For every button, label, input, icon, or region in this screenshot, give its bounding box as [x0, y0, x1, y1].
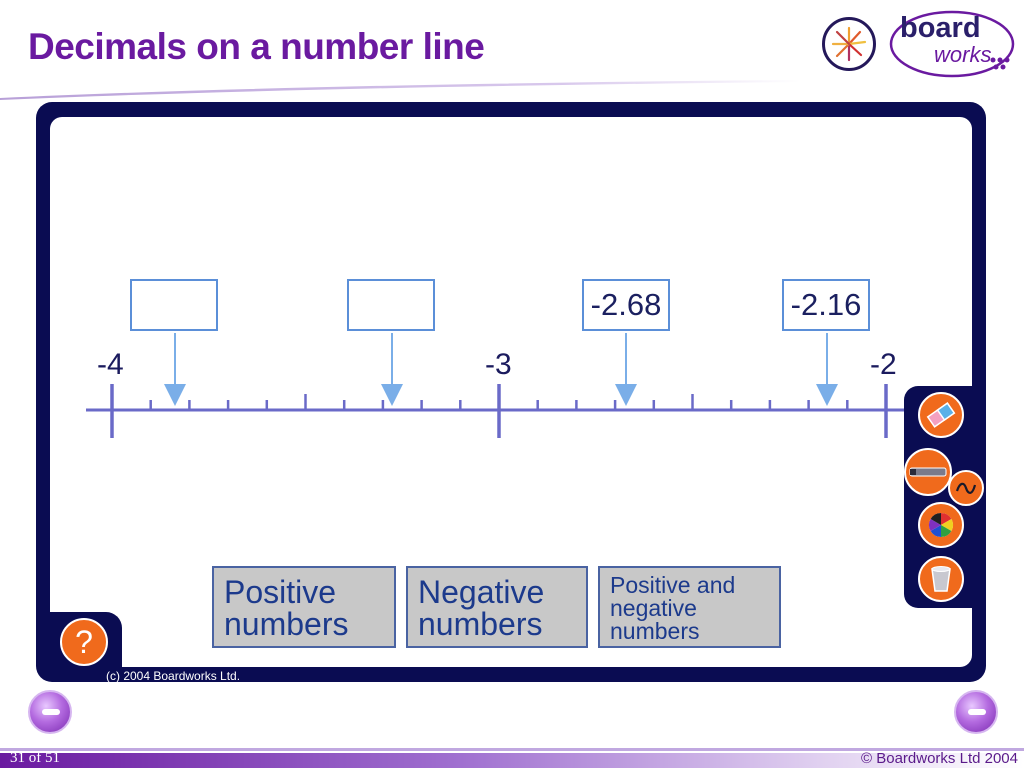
page-number: 31 of 51 [10, 750, 60, 766]
negative-numbers-button[interactable]: Negative numbers [406, 566, 588, 648]
footer-bar [0, 748, 1024, 768]
answer-box-4[interactable]: -2.16 [782, 279, 870, 331]
logo-works-text: works [934, 42, 992, 67]
pen-icon[interactable] [904, 448, 952, 496]
both-numbers-line3: numbers [610, 618, 700, 644]
tick-label-minus-2: -2 [870, 348, 897, 381]
next-dots-icon [968, 709, 986, 715]
previous-dots-icon [42, 709, 60, 715]
both-numbers-line1: Positive and [610, 572, 736, 598]
page-title: Decimals on a number line [28, 26, 485, 67]
negative-numbers-line1: Negative [418, 574, 545, 610]
squiggle-icon[interactable] [948, 470, 984, 506]
logo-dots [990, 57, 1010, 70]
answer-box-1[interactable] [130, 279, 218, 331]
boardworks-sun-logo [822, 17, 876, 71]
positive-and-negative-numbers-button[interactable]: Positive and negative numbers [598, 566, 781, 648]
positive-numbers-line2: numbers [224, 606, 349, 642]
logo-board-text: board [900, 12, 981, 44]
boardworks-logo-outline [889, 10, 1015, 78]
previous-slide-button[interactable] [28, 690, 72, 734]
eraser-icon[interactable] [918, 392, 964, 438]
answer-box-2[interactable] [347, 279, 435, 331]
color-wheel-icon[interactable] [918, 502, 964, 548]
panel-copyright: (c) 2004 Boardworks Ltd. [106, 669, 241, 683]
trash-bin-icon[interactable] [918, 556, 964, 602]
footer-copyright: © Boardworks Ltd 2004 [861, 750, 1018, 767]
positive-numbers-line1: Positive [224, 574, 337, 610]
answer-box-3[interactable]: -2.68 [582, 279, 670, 331]
title-underline [0, 80, 800, 100]
positive-numbers-button[interactable]: Positive numbers [212, 566, 396, 648]
tick-label-minus-4: -4 [97, 348, 124, 381]
next-slide-button[interactable] [954, 690, 998, 734]
tick-label-minus-3: -3 [485, 348, 512, 381]
both-numbers-line2: negative [610, 595, 697, 621]
help-button[interactable]: ? [60, 618, 108, 666]
negative-numbers-line2: numbers [418, 606, 543, 642]
